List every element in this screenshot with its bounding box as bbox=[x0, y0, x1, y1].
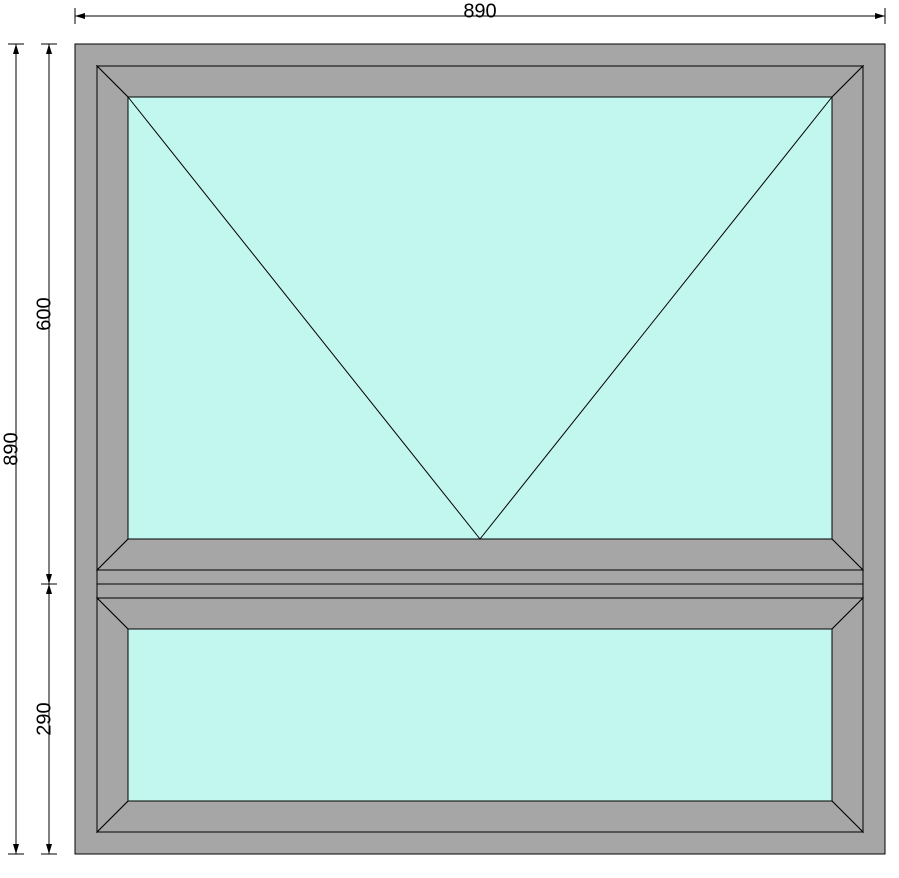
top-dim-label: 890 bbox=[463, 0, 496, 22]
drawing-svg: 890 890 600 290 bbox=[0, 0, 899, 878]
left-bottom-dim-label: 290 bbox=[33, 702, 55, 735]
bottom-bevel-left bbox=[97, 598, 128, 832]
bottom-bevel-bottom bbox=[97, 801, 863, 832]
bottom-glass bbox=[128, 629, 832, 801]
left-total-dim-label: 890 bbox=[0, 432, 22, 465]
top-bevel-right bbox=[832, 66, 863, 570]
top-bevel-top bbox=[97, 66, 863, 97]
top-bevel-left bbox=[97, 66, 128, 570]
bottom-bevel-right bbox=[832, 598, 863, 832]
left-top-dim-label: 600 bbox=[33, 297, 55, 330]
top-bevel-bottom bbox=[97, 539, 863, 570]
top-glass bbox=[128, 97, 832, 539]
drawing-canvas: 890 890 600 290 bbox=[0, 0, 899, 878]
bottom-bevel-top bbox=[97, 598, 863, 629]
